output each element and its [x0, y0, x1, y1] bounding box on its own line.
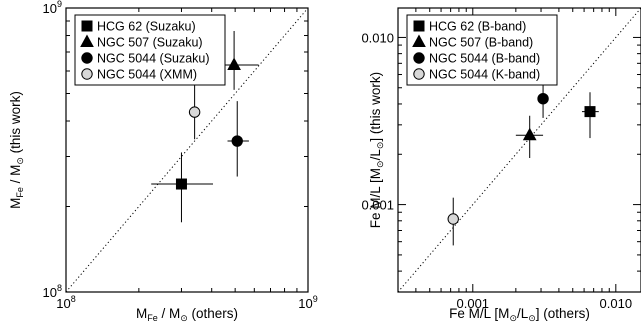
series-3: [537, 79, 549, 118]
series-1: [581, 92, 599, 139]
legend-marker: [81, 20, 93, 32]
series-4: [447, 197, 459, 246]
data-point: [227, 57, 241, 70]
data-point: [175, 178, 187, 190]
series-3: [227, 101, 249, 177]
legend-box: [74, 14, 226, 86]
legend: HCG 62 (B-band) NGC 507 (B-band) NGC 5044 …: [406, 14, 558, 86]
y-tick-label: 0.010: [361, 30, 394, 45]
legend-marker: [81, 68, 93, 80]
x-tick-label: 109: [298, 294, 317, 311]
legend-entry: NGC 5044 (XMM): [97, 68, 197, 82]
legend-marker: [413, 68, 425, 80]
data-point: [537, 93, 549, 105]
axis-ticks: [397, 8, 641, 293]
legend-box: [406, 14, 558, 86]
legend-marker: [81, 52, 93, 64]
legend-entry: NGC 507 (B-band): [429, 36, 533, 50]
legend-entry: HCG 62 (B-band): [429, 20, 526, 34]
legend-entry: NGC 5044 (K-band): [429, 68, 540, 82]
legend-entry: HCG 62 (Suzaku): [97, 20, 196, 34]
data-point: [231, 135, 243, 147]
x-axis-label: Fe M/L [M⊙​/L⊙​] (others): [449, 306, 590, 323]
legend-marker: [412, 34, 426, 47]
series-4: [188, 84, 201, 140]
legend-entry: NGC 5044 (Suzaku): [97, 52, 210, 66]
legend-entry: NGC 507 (Suzaku): [97, 36, 203, 50]
data-point: [188, 106, 201, 118]
data-point: [584, 106, 596, 118]
one-to-one-line: [66, 8, 308, 292]
series-2: [515, 115, 544, 158]
x-tick-label: 108: [56, 294, 75, 311]
data-point: [447, 213, 459, 225]
one-to-one-line: [398, 8, 641, 292]
y-axis-label: Fe M/L [M⊙​/L⊙​] (this work): [368, 72, 385, 228]
plot-frame: [65, 7, 309, 293]
x-tick-label: 0.010: [600, 296, 633, 311]
legend-entry: NGC 5044 (B-band): [429, 52, 540, 66]
y-tick-label: 108: [43, 283, 62, 300]
legend-marker: [413, 52, 425, 64]
y-tick-label: 109: [43, 0, 62, 16]
chart-panel-1: 108 109 108 109 MFe​ / M⊙​ (others) MFe​ / M⊙…: [8, 0, 318, 323]
y-tick-label: 0.001: [361, 198, 394, 213]
legend-marker: [413, 20, 425, 32]
plot-frame: [397, 7, 641, 293]
chart-panel-2: 0.001 0.010 0.001 0.010 Fe M/L [M⊙​/L⊙​] (ot…: [361, 7, 641, 323]
x-tick-label: 0.001: [457, 296, 490, 311]
x-axis-label: MFe​ / M⊙​ (others): [136, 306, 238, 323]
data-point: [522, 127, 537, 141]
legend-marker: [80, 34, 94, 47]
y-axis-label: MFe​ / M⊙​ (this work): [8, 91, 25, 209]
legend: HCG 62 (Suzaku) NGC 507 (Suzaku) NGC 5044 …: [74, 14, 226, 86]
series-1: [151, 152, 214, 223]
